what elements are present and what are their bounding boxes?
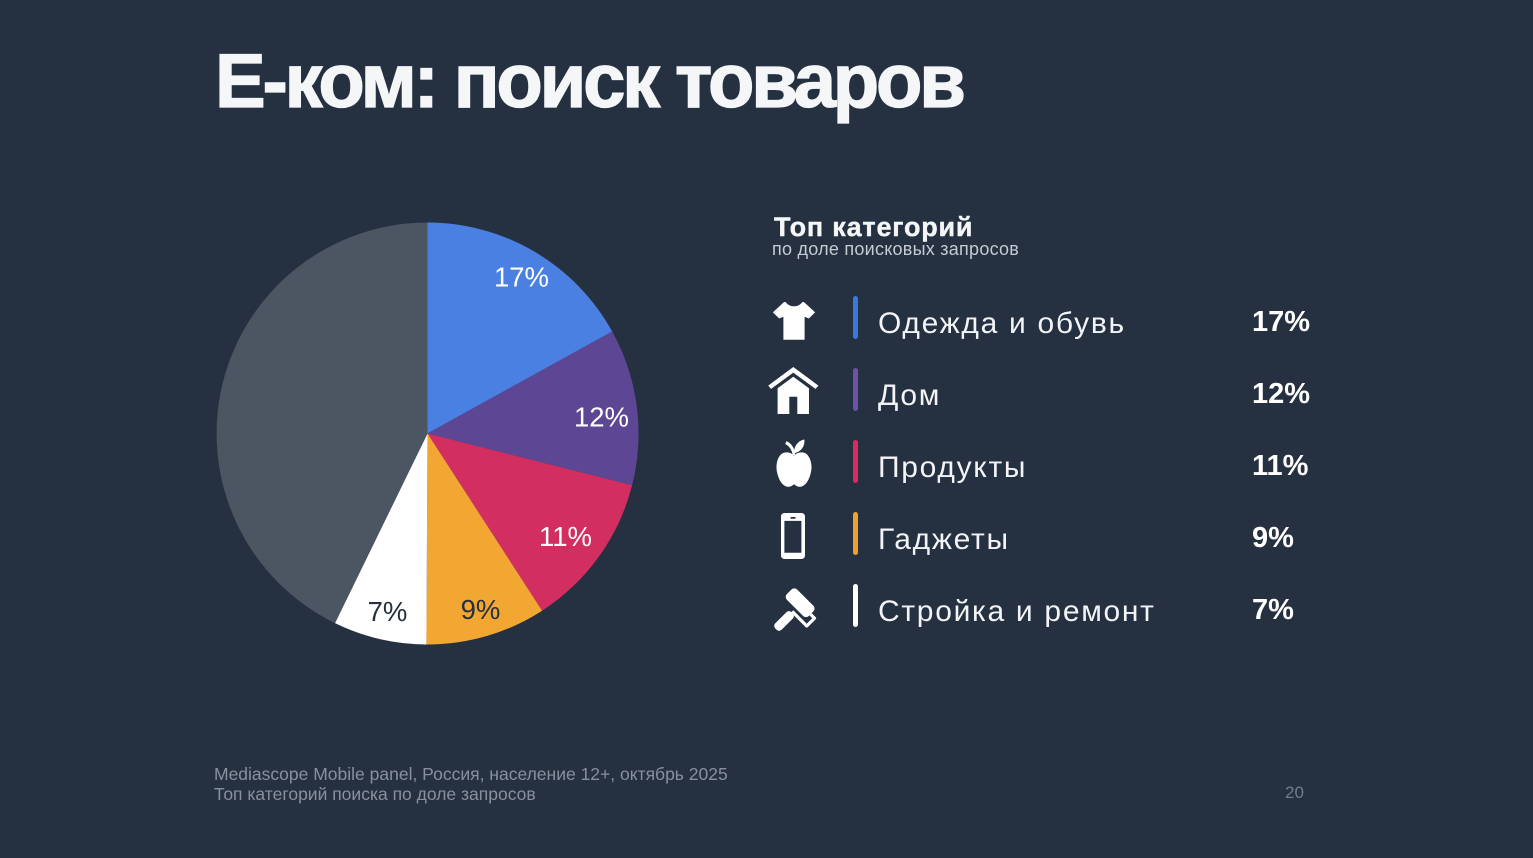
svg-text:11%: 11% — [539, 521, 592, 552]
svg-text:7%: 7% — [368, 596, 408, 627]
svg-text:12%: 12% — [574, 402, 629, 433]
svg-text:9%: 9% — [461, 594, 501, 625]
svg-text:17%: 17% — [494, 262, 549, 293]
